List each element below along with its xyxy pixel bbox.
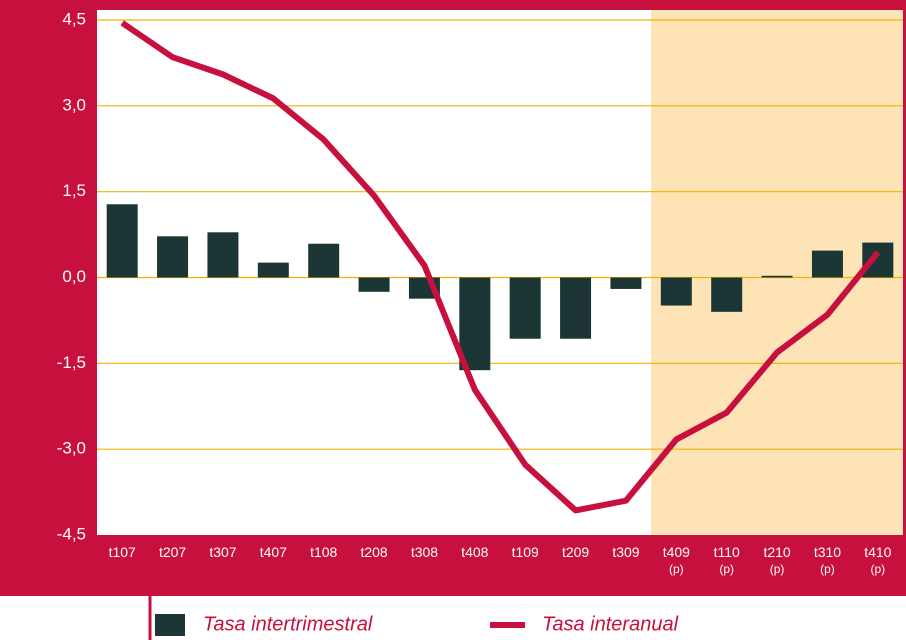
x-tick-label: t208	[360, 544, 387, 560]
y-tick-label: 3,0	[62, 95, 86, 114]
x-tick-label: t210 (p)	[763, 544, 790, 576]
bar	[358, 277, 390, 292]
x-tick-label: t109	[512, 544, 539, 560]
x-tick-label: t110 (p)	[714, 544, 740, 576]
x-tick-label: t310 (p)	[814, 544, 841, 576]
x-tick-label: t207	[159, 544, 186, 560]
x-tick-label: t307	[209, 544, 236, 560]
line	[120, 20, 881, 514]
x-tick-label: t107	[109, 544, 136, 560]
legend-label: Tasa interanual	[542, 613, 679, 635]
bar	[610, 277, 642, 289]
x-tick-label: t410 (p)	[864, 544, 891, 576]
y-tick-label: -1,5	[57, 353, 86, 372]
x-tick-label: t409 (p)	[663, 544, 690, 576]
bar	[660, 277, 692, 306]
y-tick-label: -4,5	[57, 524, 86, 543]
bar	[711, 277, 743, 312]
bar	[761, 275, 793, 278]
x-tick-label: t407	[260, 544, 287, 560]
x-tick-label: t209	[562, 544, 589, 560]
bar	[207, 232, 239, 278]
bar	[811, 250, 843, 278]
bar	[308, 243, 340, 278]
y-tick-label: 1,5	[62, 181, 86, 200]
x-tick-label: t408	[461, 544, 488, 560]
x-tick-label: t308	[411, 544, 438, 560]
y-tick-label: 4,5	[62, 9, 86, 28]
bar	[157, 236, 189, 278]
y-tick-label: -3,0	[57, 439, 86, 458]
x-tick-label: t309	[612, 544, 639, 560]
y-tick-label: 0,0	[62, 267, 86, 286]
bar	[509, 277, 541, 339]
x-tick-label: t108	[310, 544, 337, 560]
bar	[560, 277, 592, 339]
legend-swatch	[155, 614, 185, 636]
bar	[257, 262, 289, 278]
legend-label: Tasa intertrimestral	[203, 613, 373, 635]
bar	[106, 204, 138, 278]
bar	[459, 277, 491, 371]
bar	[862, 242, 894, 278]
